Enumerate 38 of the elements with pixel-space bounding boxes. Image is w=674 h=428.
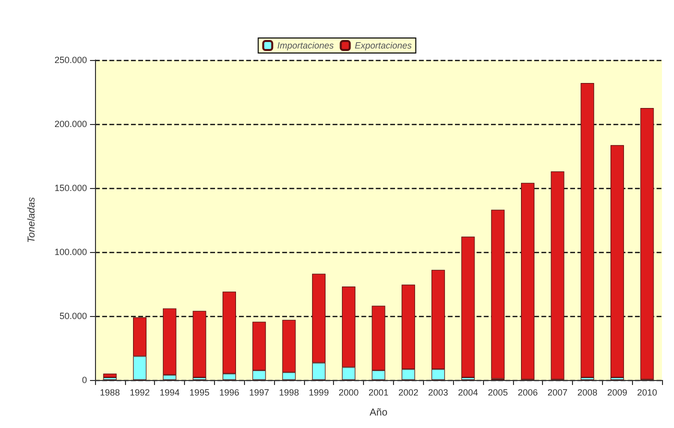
x-axis-title: Año <box>370 408 388 418</box>
x-tick-label: 2006 <box>518 388 538 398</box>
bar <box>550 171 564 380</box>
bar <box>640 108 654 380</box>
x-tick-label: 2004 <box>458 388 478 398</box>
x-tick-label: 2001 <box>368 388 389 398</box>
x-tick-label: 2008 <box>577 388 598 398</box>
y-tick-label: 100.000 <box>54 247 87 257</box>
bar <box>461 236 475 378</box>
bar <box>103 374 117 378</box>
y-tick-label: 250.000 <box>54 55 87 65</box>
x-tick-label: 1998 <box>278 388 299 398</box>
y-tick-label: 0 <box>82 375 87 385</box>
x-tick-label: 2005 <box>488 388 508 398</box>
y-tick-label: 50.000 <box>59 311 87 321</box>
x-tick-label: 1994 <box>160 388 180 398</box>
bar <box>520 182 534 380</box>
bar <box>580 83 594 378</box>
legend-label: Exportaciones <box>354 40 412 50</box>
x-tick-label: 2003 <box>428 388 448 398</box>
x-tick-label: 1992 <box>130 388 150 398</box>
x-tick-label: 1995 <box>189 388 210 398</box>
x-tick-label: 2010 <box>637 388 658 398</box>
x-tick-label: 2000 <box>338 388 359 398</box>
x-tick-label: 2009 <box>607 388 628 398</box>
x-tick-label: 1997 <box>249 388 270 398</box>
legend-label: Importaciones <box>277 40 334 50</box>
bar <box>192 310 206 378</box>
x-tick-label: 1999 <box>308 388 329 398</box>
bar <box>491 210 505 379</box>
y-tick-label: 150.000 <box>54 183 87 193</box>
y-tick-label: 200.000 <box>54 119 87 129</box>
y-axis-title: Toneladas <box>26 197 38 243</box>
x-tick-label: 1988 <box>100 388 120 398</box>
x-tick-label: 2002 <box>398 388 418 398</box>
x-tick-label: 2007 <box>548 388 568 398</box>
x-tick-label: 1996 <box>219 388 240 398</box>
bar <box>610 145 624 378</box>
